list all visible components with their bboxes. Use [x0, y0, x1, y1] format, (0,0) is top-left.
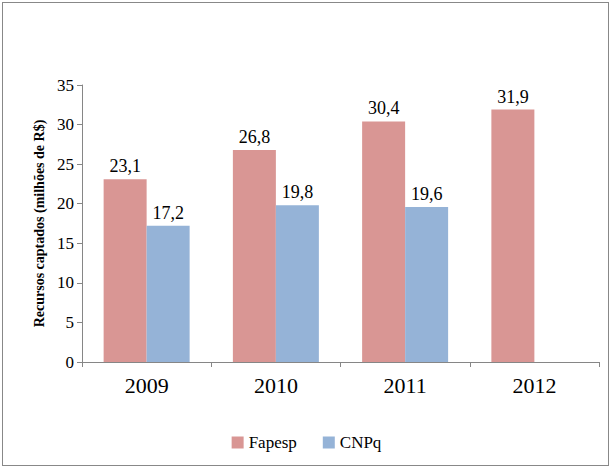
- svg-text:30: 30: [57, 115, 74, 134]
- svg-text:0: 0: [66, 353, 75, 372]
- svg-text:10: 10: [57, 273, 74, 292]
- svg-text:35: 35: [57, 76, 74, 95]
- svg-text:2012: 2012: [512, 373, 556, 398]
- svg-text:Recursos captados (milhões de: Recursos captados (milhões de R$): [32, 119, 48, 327]
- svg-text:2011: 2011: [384, 373, 427, 398]
- svg-text:26,8: 26,8: [239, 127, 271, 147]
- svg-text:2009: 2009: [125, 373, 169, 398]
- svg-text:15: 15: [57, 234, 74, 253]
- svg-text:23,1: 23,1: [109, 156, 141, 176]
- svg-text:17,2: 17,2: [152, 203, 184, 223]
- svg-text:19,6: 19,6: [411, 184, 443, 204]
- svg-text:19,8: 19,8: [282, 182, 314, 202]
- svg-text:31,9: 31,9: [497, 87, 529, 107]
- svg-text:25: 25: [57, 155, 74, 174]
- svg-text:5: 5: [66, 313, 75, 332]
- svg-text:Fapesp: Fapesp: [249, 433, 297, 452]
- svg-text:2010: 2010: [254, 373, 298, 398]
- svg-text:CNPq: CNPq: [340, 433, 382, 452]
- svg-text:20: 20: [57, 194, 74, 213]
- svg-text:30,4: 30,4: [368, 98, 400, 118]
